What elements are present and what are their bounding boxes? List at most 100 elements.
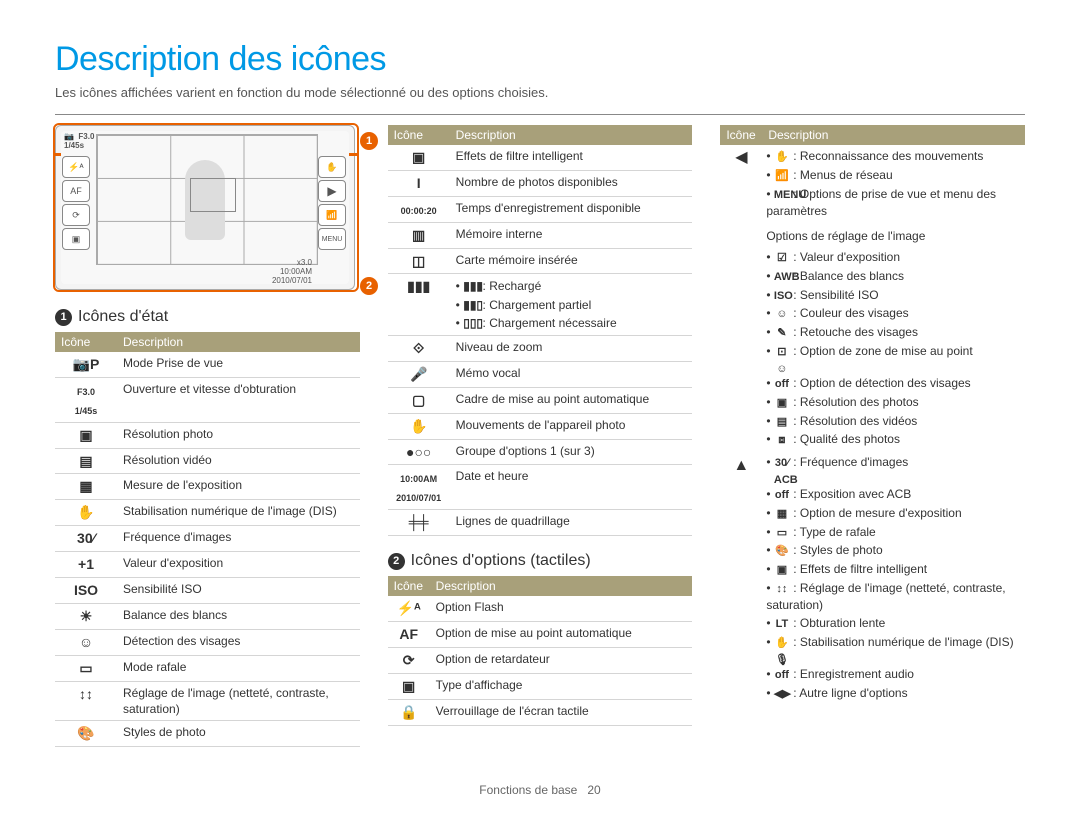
th-icon: Icône (388, 125, 450, 145)
callout-1: 1 (360, 132, 378, 150)
list-item: ⊡ : Option de zone de mise au point (766, 342, 1021, 361)
row-desc: Mode rafale (117, 655, 360, 681)
date-label: 2010/07/01 (272, 276, 312, 285)
section-2-head: 2 Icônes d'options (tactiles) (388, 552, 693, 570)
row-icon: ▤ (55, 448, 117, 474)
table-row: ✋Stabilisation numérique de l'image (DIS… (55, 500, 360, 526)
row-desc: Détection des visages (117, 629, 360, 655)
row-desc: Mouvements de l'appareil photo (450, 413, 693, 439)
list-item: 📶 : Menus de réseau (766, 166, 1021, 185)
row-desc: Valeur d'exposition (117, 552, 360, 578)
list-item: ▤ : Résolution des vidéos (766, 412, 1021, 431)
table-row: ⚡ᴬOption Flash (388, 596, 693, 621)
th-icon: Icône (720, 125, 762, 145)
table-row: ▤Résolution vidéo (55, 448, 360, 474)
page-subtitle: Les icônes affichées varient en fonction… (55, 85, 1025, 100)
up-arrow-icon: ▲ (720, 451, 762, 704)
callout-2: 2 (360, 277, 378, 295)
row-icon: ⚡ᴬ (388, 596, 430, 621)
row-icon: 📷P (55, 352, 117, 377)
row-desc: Carte mémoire insérée (450, 248, 693, 274)
row-icon: ✋ (388, 413, 450, 439)
table-row: ╪╪Lignes de quadrillage (388, 510, 693, 536)
row-icon: 00:00:20 (388, 196, 450, 222)
row-desc: Mémoire interne (450, 222, 693, 248)
row-desc: Résolution photo (117, 422, 360, 448)
row-desc: Mode Prise de vue (117, 352, 360, 377)
list-item: ☺ : Couleur des visages (766, 304, 1021, 323)
row-icon: 30⁄ (55, 526, 117, 552)
zoom-label: x3.0 (297, 258, 312, 267)
row-icon: 🔒 (388, 699, 430, 725)
table-row: 🎨Styles de photo (55, 720, 360, 746)
row-icon: ▦ (55, 474, 117, 500)
row-desc: Nombre de photos disponibles (450, 170, 693, 196)
row-desc: Balance des blancs (117, 603, 360, 629)
table-arrow-options: Icône Description ◀ ✋ : Reconnaissance d… (720, 125, 1025, 704)
col-2: Icône Description ▣Effets de filtre inte… (388, 125, 693, 747)
table-row: 10:00AM 2010/07/01Date et heure (388, 465, 693, 510)
table-row: ▮▮▮▮▮▮ : Rechargé▮▮▯ : Chargement partie… (388, 274, 693, 336)
row-desc: Ouverture et vitesse d'obturation (117, 377, 360, 422)
list-item: ▣ : Résolution des photos (766, 393, 1021, 412)
list-item: AWB : Balance des blancs (766, 267, 1021, 286)
th-desc: Description (430, 576, 693, 596)
th-icon: Icône (388, 576, 430, 596)
list-item: MENU : Options de prise de vue et menu d… (766, 185, 1021, 220)
list-item: ✋ : Reconnaissance des mouvements (766, 147, 1021, 166)
list-item: ⧈ : Qualité des photos (766, 430, 1021, 449)
page-footer: Fonctions de base 20 (0, 783, 1080, 797)
row-desc: Option de mise au point automatique (430, 622, 693, 648)
left-arrow-icon: ◀ (720, 145, 762, 222)
image-settings-subhead: Options de réglage de l'image (762, 222, 1025, 246)
page-title: Description des icônes (55, 40, 1025, 79)
list-item: ▯▯▯ : Chargement nécessaire (456, 314, 687, 332)
time-label: 10:00AM (280, 267, 312, 276)
row-desc: Lignes de quadrillage (450, 510, 693, 536)
row-icon: 🎨 (55, 720, 117, 746)
row-icon: ◫ (388, 248, 450, 274)
th-desc: Description (450, 125, 693, 145)
row-desc: Groupe d'options 1 (sur 3) (450, 439, 693, 465)
row-desc: Sensibilité ISO (117, 578, 360, 604)
footer-page: 20 (587, 783, 600, 797)
table-touch-icons: Icône Description ⚡ᴬOption FlashAFOption… (388, 576, 693, 725)
row-desc: Fréquence d'images (117, 526, 360, 552)
table-row: ISOSensibilité ISO (55, 578, 360, 604)
table-row: ▢Cadre de mise au point automatique (388, 387, 693, 413)
row-desc: Stabilisation numérique de l'image (DIS) (117, 500, 360, 526)
table-row: ⟳Option de retardateur (388, 647, 693, 673)
row-desc: Réglage de l'image (netteté, contraste, … (117, 681, 360, 720)
section-1-head: 1 Icônes d'état (55, 308, 360, 326)
row-icon: ☺ (55, 629, 117, 655)
table-row: ▥Mémoire interne (388, 222, 693, 248)
th-desc: Description (117, 332, 360, 352)
row-icon: ▣ (388, 673, 430, 699)
section-1-num: 1 (55, 309, 72, 326)
divider (55, 114, 1025, 115)
col-3: Icône Description ◀ ✋ : Reconnaissance d… (720, 125, 1025, 747)
list-item: LT : Obturation lente (766, 614, 1021, 633)
row-desc: Mesure de l'exposition (117, 474, 360, 500)
row-icon: ▥ (388, 222, 450, 248)
camera-icon: 📷 (64, 132, 74, 141)
table-row: ◫Carte mémoire insérée (388, 248, 693, 274)
content-columns: 1 2 📷 F3.0 1/45s ⚡ᴬAF⟳▣ ✋▶📶MENU x3.0 10:… (55, 125, 1025, 747)
th-icon: Icône (55, 332, 117, 352)
table-row: ▣Effets de filtre intelligent (388, 145, 693, 170)
row-icon: +1 (55, 552, 117, 578)
list-item: ▣ : Effets de filtre intelligent (766, 560, 1021, 579)
list-item: ▮▮▮ : Rechargé (456, 277, 687, 295)
row-icon: ISO (55, 578, 117, 604)
table-row: F3.0 1/45sOuverture et vitesse d'obturat… (55, 377, 360, 422)
list-item: 🎙off : Enregistrement audio (766, 652, 1021, 684)
row-desc: Niveau de zoom (450, 336, 693, 362)
row-desc: Date et heure (450, 465, 693, 510)
row-icon: ⟳ (388, 647, 430, 673)
table-row: ☺Détection des visages (55, 629, 360, 655)
row-desc: ▮▮▮ : Rechargé▮▮▯ : Chargement partiel▯▯… (450, 274, 693, 336)
row-icon: ╪╪ (388, 510, 450, 536)
row-icon: ▣ (388, 145, 450, 170)
table-row: ▭Mode rafale (55, 655, 360, 681)
row-desc: Effets de filtre intelligent (450, 145, 693, 170)
